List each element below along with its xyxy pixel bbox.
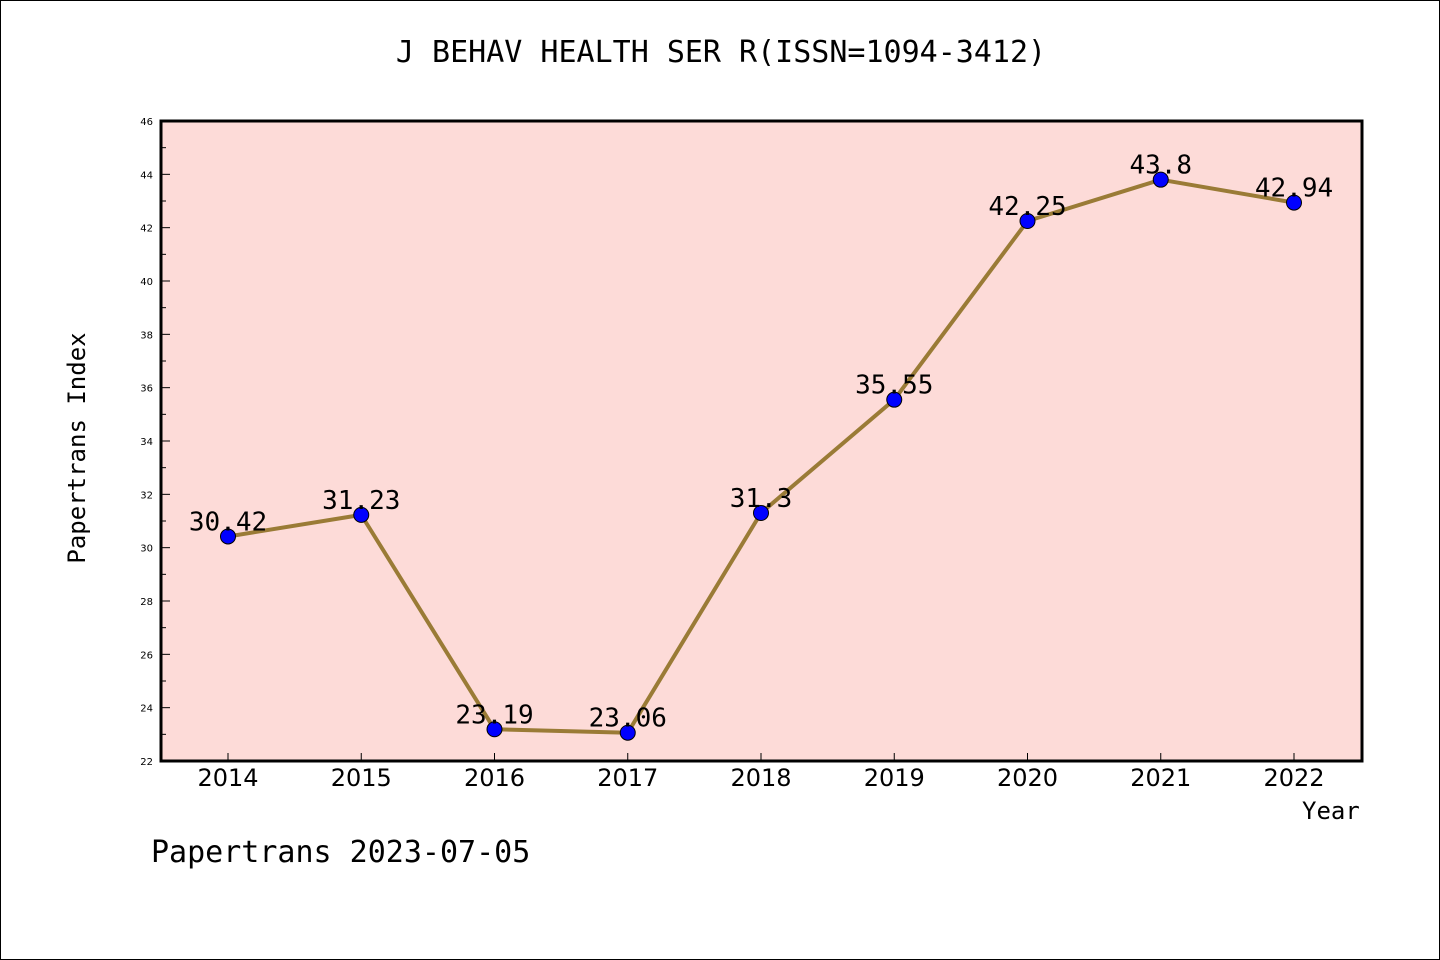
data-label: 23.06 bbox=[589, 704, 667, 734]
data-point bbox=[1286, 194, 1302, 211]
data-label: 30.42 bbox=[189, 507, 267, 537]
data-label: 31.23 bbox=[322, 486, 400, 516]
y-axis-label: Papertrans Index bbox=[63, 332, 91, 564]
x-tick-label: 2022 bbox=[1263, 764, 1324, 792]
y-tick-label: 38 bbox=[140, 330, 153, 341]
y-tick-label: 28 bbox=[140, 597, 153, 608]
data-label: 23.19 bbox=[455, 700, 533, 730]
data-label: 42.94 bbox=[1255, 174, 1333, 204]
data-point bbox=[1152, 171, 1169, 188]
x-tick-label: 2016 bbox=[464, 764, 525, 792]
x-tick-label: 2015 bbox=[331, 764, 392, 792]
data-point bbox=[1019, 213, 1036, 229]
data-point bbox=[886, 391, 903, 408]
x-tick-label: 2019 bbox=[864, 764, 925, 792]
y-tick-label: 22 bbox=[140, 757, 153, 768]
plot-frame bbox=[159, 119, 1364, 763]
data-point bbox=[619, 724, 636, 741]
y-tick-label: 24 bbox=[140, 704, 153, 715]
data-label: 42.25 bbox=[988, 192, 1066, 222]
y-tick-label: 46 bbox=[140, 117, 153, 128]
x-tick-label: 2020 bbox=[997, 764, 1058, 792]
data-label: 35.55 bbox=[855, 371, 933, 401]
y-tick-label: 36 bbox=[140, 384, 153, 395]
y-tick-label: 44 bbox=[140, 170, 153, 181]
data-point bbox=[753, 505, 769, 521]
data-label: 43.8 bbox=[1129, 151, 1192, 181]
chart-title: J BEHAV HEALTH SER R(ISSN=1094-3412) bbox=[395, 35, 1047, 70]
footer-note: Papertrans 2023-07-05 bbox=[151, 835, 531, 870]
y-tick-label: 30 bbox=[140, 544, 153, 555]
y-tick-label: 42 bbox=[140, 224, 153, 235]
y-tick-label: 32 bbox=[140, 490, 153, 501]
y-tick-label: 34 bbox=[140, 437, 153, 448]
x-tick-label: 2014 bbox=[197, 764, 258, 792]
x-tick-label: 2021 bbox=[1130, 764, 1191, 792]
plot-background bbox=[161, 121, 1362, 761]
data-point bbox=[353, 506, 370, 523]
y-tick-label: 26 bbox=[140, 650, 153, 661]
y-tick-label: 40 bbox=[140, 277, 153, 288]
data-point bbox=[220, 528, 236, 545]
data-point bbox=[486, 721, 503, 738]
x-tick-label: 2018 bbox=[730, 764, 791, 792]
data-label: 31.3 bbox=[730, 484, 793, 514]
x-tick-label: 2017 bbox=[597, 764, 658, 792]
x-axis-label: Year bbox=[1302, 797, 1360, 825]
